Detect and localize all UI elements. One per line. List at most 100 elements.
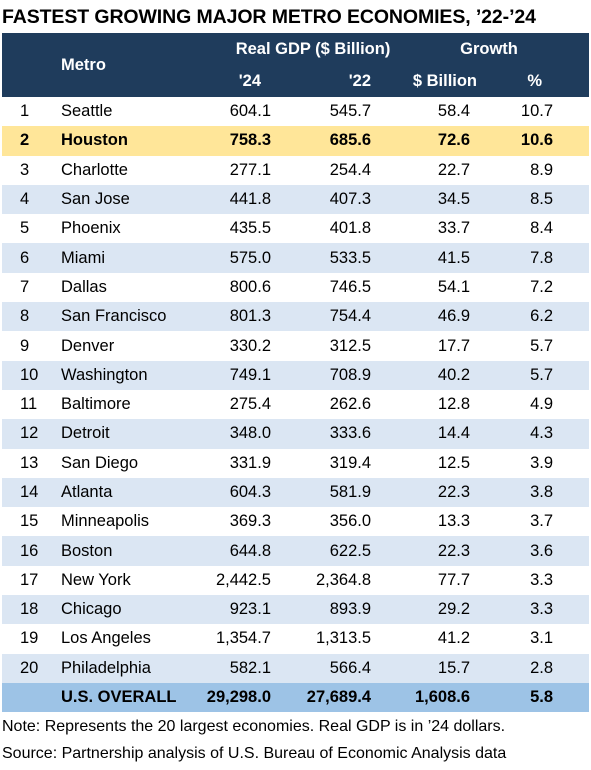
total-gdp-24-cell: 29,298.0 [206, 688, 271, 707]
metro-name-cell: Chicago [61, 600, 122, 619]
real-gdp-group-header: Real GDP ($ Billion) [235, 39, 391, 58]
metro-name-cell: San Diego [61, 453, 139, 472]
total-growth-dollar-cell: 1,608.6 [414, 688, 471, 707]
rank-cell: 8 [20, 307, 30, 326]
total-row: U.S. OVERALL 29,298.0 27,689.4 1,608.6 5.8 [2, 682, 590, 713]
metro-name-cell: Los Angeles [61, 629, 151, 648]
metro-name-cell: Miami [61, 248, 105, 267]
metro-name-cell: Phoenix [61, 219, 121, 238]
growth-pct-cell: 4.3 [530, 424, 554, 443]
growth-dollar-cell: 41.2 [437, 629, 471, 648]
gdp-22-cell: 407.3 [329, 190, 372, 209]
rank-cell: 6 [20, 248, 30, 267]
rank-cell: 18 [20, 600, 39, 619]
gdp-22-cell: 566.4 [329, 658, 372, 677]
metro-column-header: Metro [61, 55, 106, 74]
table-row: 8 San Francisco 801.3 754.4 46.9 6.2 [2, 302, 590, 332]
metro-name-cell: Dallas [61, 277, 107, 296]
rank-cell: 7 [20, 277, 30, 296]
growth-dollar-cell: 17.7 [437, 336, 471, 355]
gdp-22-column-header: '22 [348, 71, 372, 90]
gdp-24-cell: 2,442.5 [215, 570, 271, 589]
gdp-22-cell: 622.5 [329, 541, 372, 560]
gdp-24-cell: 575.0 [229, 248, 271, 267]
growth-dollar-cell: 22.3 [437, 483, 471, 501]
growth-dollar-cell: 54.1 [437, 277, 471, 296]
total-metro-name-cell: U.S. OVERALL [61, 688, 177, 707]
gdp-24-cell: 331.9 [229, 453, 271, 472]
table-row: 4 San Jose 441.8 407.3 34.5 8.5 [2, 184, 590, 215]
growth-dollar-cell: 15.7 [437, 658, 471, 677]
total-growth-pct-cell: 5.8 [530, 688, 554, 707]
rank-cell: 15 [20, 512, 39, 531]
gdp-24-column-header: '24 [238, 71, 261, 90]
gdp-22-cell: 533.5 [329, 248, 372, 267]
metro-growth-table: Metro Real GDP ($ Billion) Growth '24 '2… [2, 33, 590, 713]
header-row-top: Metro Real GDP ($ Billion) Growth [2, 33, 590, 74]
growth-dollar-column-header: $ Billion [412, 71, 478, 90]
total-rank-cell [2, 683, 57, 712]
gdp-24-cell: 604.1 [229, 102, 271, 121]
metro-name-cell: Boston [61, 541, 113, 560]
growth-dollar-cell: 77.7 [437, 570, 471, 589]
metro-name-cell: San Francisco [61, 307, 167, 326]
gdp-24-cell: 604.3 [229, 483, 271, 501]
metro-name-cell: Denver [61, 336, 115, 355]
gdp-22-cell: 262.6 [329, 395, 372, 414]
growth-dollar-cell: 22.7 [437, 160, 471, 179]
growth-pct-cell: 3.9 [530, 453, 554, 472]
growth-pct-cell: 8.9 [530, 160, 554, 179]
gdp-22-cell: 333.6 [329, 424, 372, 443]
table-row: 1 Seattle 604.1 545.7 58.4 10.7 [2, 97, 590, 127]
growth-dollar-cell: 34.5 [437, 190, 471, 209]
growth-dollar-cell: 22.3 [437, 541, 471, 560]
gdp-24-cell: 582.1 [229, 658, 271, 677]
growth-pct-cell: 10.6 [520, 131, 554, 150]
gdp-24-cell: 330.2 [229, 336, 271, 355]
metro-name-cell: Philadelphia [61, 658, 151, 677]
gdp-24-cell: 801.3 [229, 307, 271, 326]
growth-pct-cell: 8.4 [530, 219, 554, 238]
growth-pct-cell: 3.7 [530, 512, 554, 531]
gdp-24-cell: 441.8 [229, 190, 271, 209]
gdp-22-cell: 545.7 [329, 102, 372, 121]
growth-group-header: Growth [460, 39, 518, 58]
growth-pct-cell: 4.9 [530, 395, 554, 414]
rank-cell: 2 [20, 131, 30, 150]
table-row: 17 New York 2,442.5 2,364.8 77.7 3.3 [2, 565, 590, 596]
table-body: 1 Seattle 604.1 545.7 58.4 10.7 2 Houston 758.3 6… [2, 97, 590, 713]
table-row: 15 Minneapolis 369.3 356.0 13.3 3.7 [2, 507, 590, 537]
metro-name-cell: Minneapolis [61, 512, 150, 531]
gdp-22-cell: 2,364.8 [315, 570, 372, 589]
metro-name-cell: Washington [61, 365, 148, 384]
gdp-24-cell: 758.3 [229, 131, 271, 150]
growth-dollar-cell: 46.9 [437, 307, 471, 326]
growth-dollar-cell: 12.8 [437, 395, 471, 414]
gdp-24-cell: 800.6 [229, 277, 271, 296]
gdp-24-cell: 644.8 [229, 541, 271, 560]
table-row: 3 Charlotte 277.1 254.4 22.7 8.9 [2, 155, 590, 185]
growth-dollar-cell: 41.5 [437, 248, 471, 267]
growth-pct-cell: 8.5 [530, 190, 554, 209]
growth-pct-cell: 6.2 [530, 307, 554, 326]
growth-dollar-cell: 40.2 [437, 365, 471, 384]
gdp-22-cell: 319.4 [329, 453, 372, 472]
metro-name-cell: Charlotte [61, 160, 128, 179]
growth-pct-cell: 2.8 [530, 658, 554, 677]
rank-column-header [2, 33, 57, 97]
gdp-22-cell: 708.9 [329, 365, 372, 384]
table-row: 2 Houston 758.3 685.6 72.6 10.6 [2, 126, 590, 156]
growth-dollar-cell: 12.5 [437, 453, 471, 472]
growth-pct-cell: 7.8 [530, 248, 554, 267]
metro-name-cell: Detroit [61, 424, 110, 443]
gdp-24-cell: 275.4 [229, 395, 271, 414]
table-row: 13 San Diego 331.9 319.4 12.5 3.9 [2, 448, 590, 478]
gdp-22-cell: 356.0 [329, 512, 372, 531]
growth-pct-cell: 10.7 [520, 102, 554, 121]
table-row: 12 Detroit 348.0 333.6 14.4 4.3 [2, 419, 590, 449]
gdp-22-cell: 893.9 [329, 600, 372, 619]
footnotes: Note: Represents the 20 largest economie… [2, 713, 589, 767]
source-text: Source: Partnership analysis of U.S. Bur… [2, 745, 507, 762]
rank-cell: 20 [20, 658, 39, 677]
metro-name-cell: Atlanta [61, 483, 113, 501]
